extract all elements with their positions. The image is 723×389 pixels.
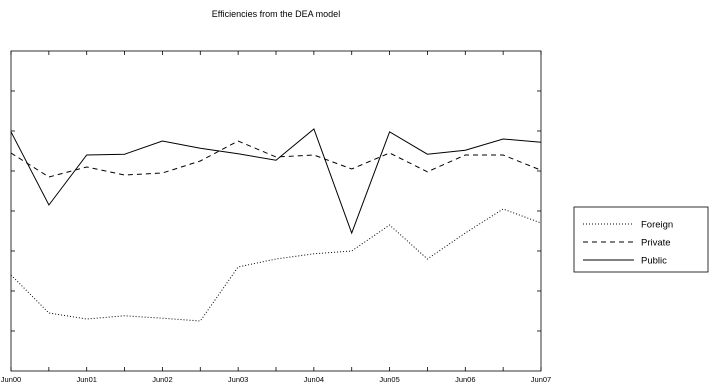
legend-label-private: Private [641,238,671,249]
legend-box [573,206,709,273]
x-tick-label: Jun07 [531,375,551,384]
x-tick-label: Jun04 [304,375,324,384]
x-tick-label: Jun00 [1,375,21,384]
series-line-public [10,128,542,235]
axis-ticks [10,51,542,371]
x-tick-label: Jun01 [76,375,96,384]
series-line-private [10,140,542,178]
legend-label-public: Public [641,256,667,267]
chart-title: Efficiencies from the DEA model [212,9,340,19]
x-tick-labels: Jun00 Jun01 Jun02 Jun03 Jun04 Jun05 Jun06 Jun07 [1,375,551,384]
legend-label-foreign: Foreign [641,220,673,231]
series-line-foreign [10,208,542,322]
legend: Foreign Private Public [573,206,709,273]
plot-area [10,50,542,372]
x-tick-label: Jun03 [228,375,248,384]
x-tick-label: Jun05 [379,375,399,384]
series-lines [10,128,542,322]
x-tick-label: Jun06 [455,375,475,384]
x-tick-label: Jun02 [152,375,172,384]
